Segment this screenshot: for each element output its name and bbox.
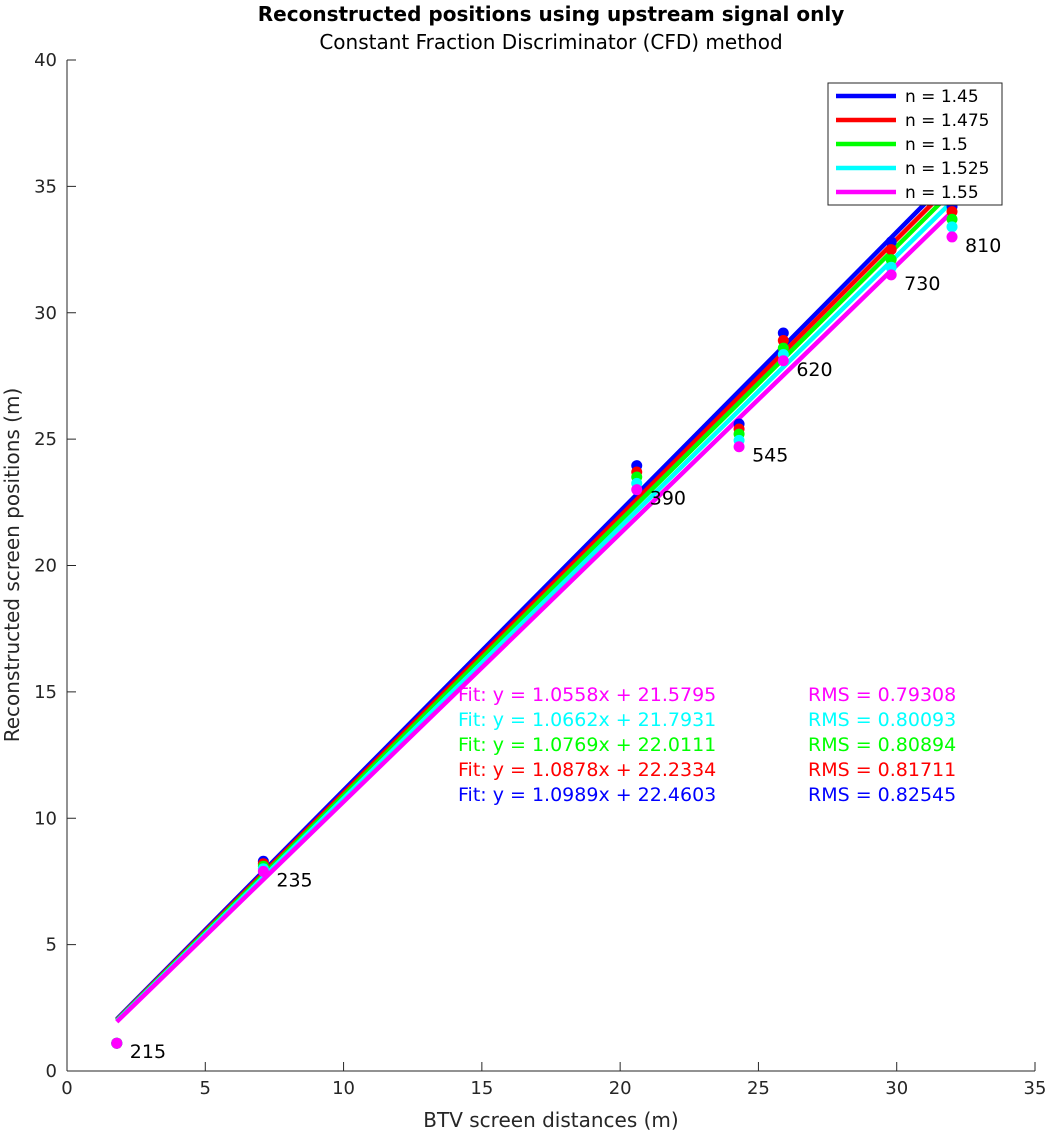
y-tick-label-7: 35	[34, 176, 57, 197]
y-tick-label-4: 20	[34, 556, 57, 577]
point-label-1: 235	[276, 869, 312, 891]
data-point-2-5	[885, 254, 897, 266]
axes: 0 5 10 15 20 25 30 35 0 5 10 15 20 25 30 35 40	[34, 50, 1046, 1099]
x-tick-label-1: 5	[200, 1078, 211, 1099]
legend-label-3: n = 1.525	[905, 159, 990, 179]
data-point-4-5	[885, 269, 897, 281]
point-label-2: 390	[650, 488, 686, 510]
data-point-4-3	[733, 441, 745, 453]
x-tick-label-3: 15	[470, 1078, 493, 1099]
data-point-0-4	[777, 327, 789, 339]
data-point-4-2	[631, 484, 643, 496]
x-tick-label-2: 10	[332, 1078, 355, 1099]
x-tick-label-4: 20	[609, 1078, 632, 1099]
point-labels: 215 235 390 545 620 730 810	[130, 235, 1002, 1063]
fit-equation-1: Fit: y = 1.0662x + 21.7931	[458, 709, 716, 731]
fit-equation-0: Fit: y = 1.0558x + 21.5795	[458, 684, 716, 706]
series-lines	[115, 174, 954, 1024]
rms-value-2: RMS = 0.80894	[808, 734, 956, 756]
y-tick-label-0: 0	[46, 1061, 57, 1082]
x-tick-label-0: 0	[61, 1078, 72, 1099]
series-line-4	[115, 210, 954, 1024]
data-point-1-5	[885, 244, 897, 256]
plot-area	[67, 60, 1035, 1071]
data-point-0-5	[885, 236, 897, 248]
chart-subtitle: Constant Fraction Discriminator (CFD) me…	[319, 30, 782, 54]
point-label-5: 730	[904, 273, 940, 295]
chart-title: Reconstructed positions using upstream s…	[258, 2, 844, 26]
y-tick-label-6: 30	[34, 303, 57, 324]
data-point-4-0	[111, 1037, 123, 1049]
data-point-4-4	[777, 355, 789, 367]
point-label-0: 215	[130, 1041, 166, 1063]
y-tick-label-2: 10	[34, 808, 57, 829]
fit-equation-2: Fit: y = 1.0769x + 22.0111	[458, 734, 716, 756]
data-point-1-4	[777, 335, 789, 347]
point-label-3: 545	[752, 445, 788, 467]
legend: n = 1.45 n = 1.475 n = 1.5 n = 1.525 n = 1.5…	[827, 82, 1003, 206]
y-tick-label-3: 15	[34, 682, 57, 703]
x-tick-label-7: 35	[1024, 1078, 1047, 1099]
data-point-2-6	[946, 213, 958, 225]
legend-label-1: n = 1.475	[905, 111, 990, 131]
y-tick-label-5: 25	[34, 429, 57, 450]
rms-value-1: RMS = 0.80093	[808, 709, 956, 731]
x-tick-label-6: 30	[885, 1078, 908, 1099]
y-axis-label: Reconstructed screen positions (m)	[0, 388, 24, 743]
y-tick-label-1: 5	[46, 935, 57, 956]
fit-equation-4: Fit: y = 1.0989x + 22.4603	[458, 784, 716, 806]
x-axis-label: BTV screen distances (m)	[423, 1108, 678, 1132]
data-point-1-6	[946, 206, 958, 218]
rms-value-3: RMS = 0.81711	[808, 759, 956, 781]
y-tick-label-8: 40	[34, 50, 57, 71]
legend-label-0: n = 1.45	[905, 87, 979, 107]
fit-annotations: Fit: y = 1.0558x + 21.5795 RMS = 0.79308 F…	[458, 684, 956, 806]
legend-label-4: n = 1.55	[905, 183, 979, 203]
plot-background	[67, 60, 1035, 1071]
data-point-3-5	[885, 261, 897, 273]
data-point-3-6	[946, 221, 958, 233]
data-point-4-6	[946, 231, 958, 243]
fit-equation-3: Fit: y = 1.0878x + 22.2334	[458, 759, 716, 781]
x-tick-label-5: 25	[747, 1078, 770, 1099]
legend-label-2: n = 1.5	[905, 135, 968, 155]
rms-value-0: RMS = 0.79308	[808, 684, 956, 706]
rms-value-4: RMS = 0.82545	[808, 784, 956, 806]
series-points	[111, 201, 958, 1049]
data-point-4-1	[257, 865, 269, 877]
point-label-4: 620	[796, 359, 832, 381]
point-label-6: 810	[965, 235, 1001, 257]
